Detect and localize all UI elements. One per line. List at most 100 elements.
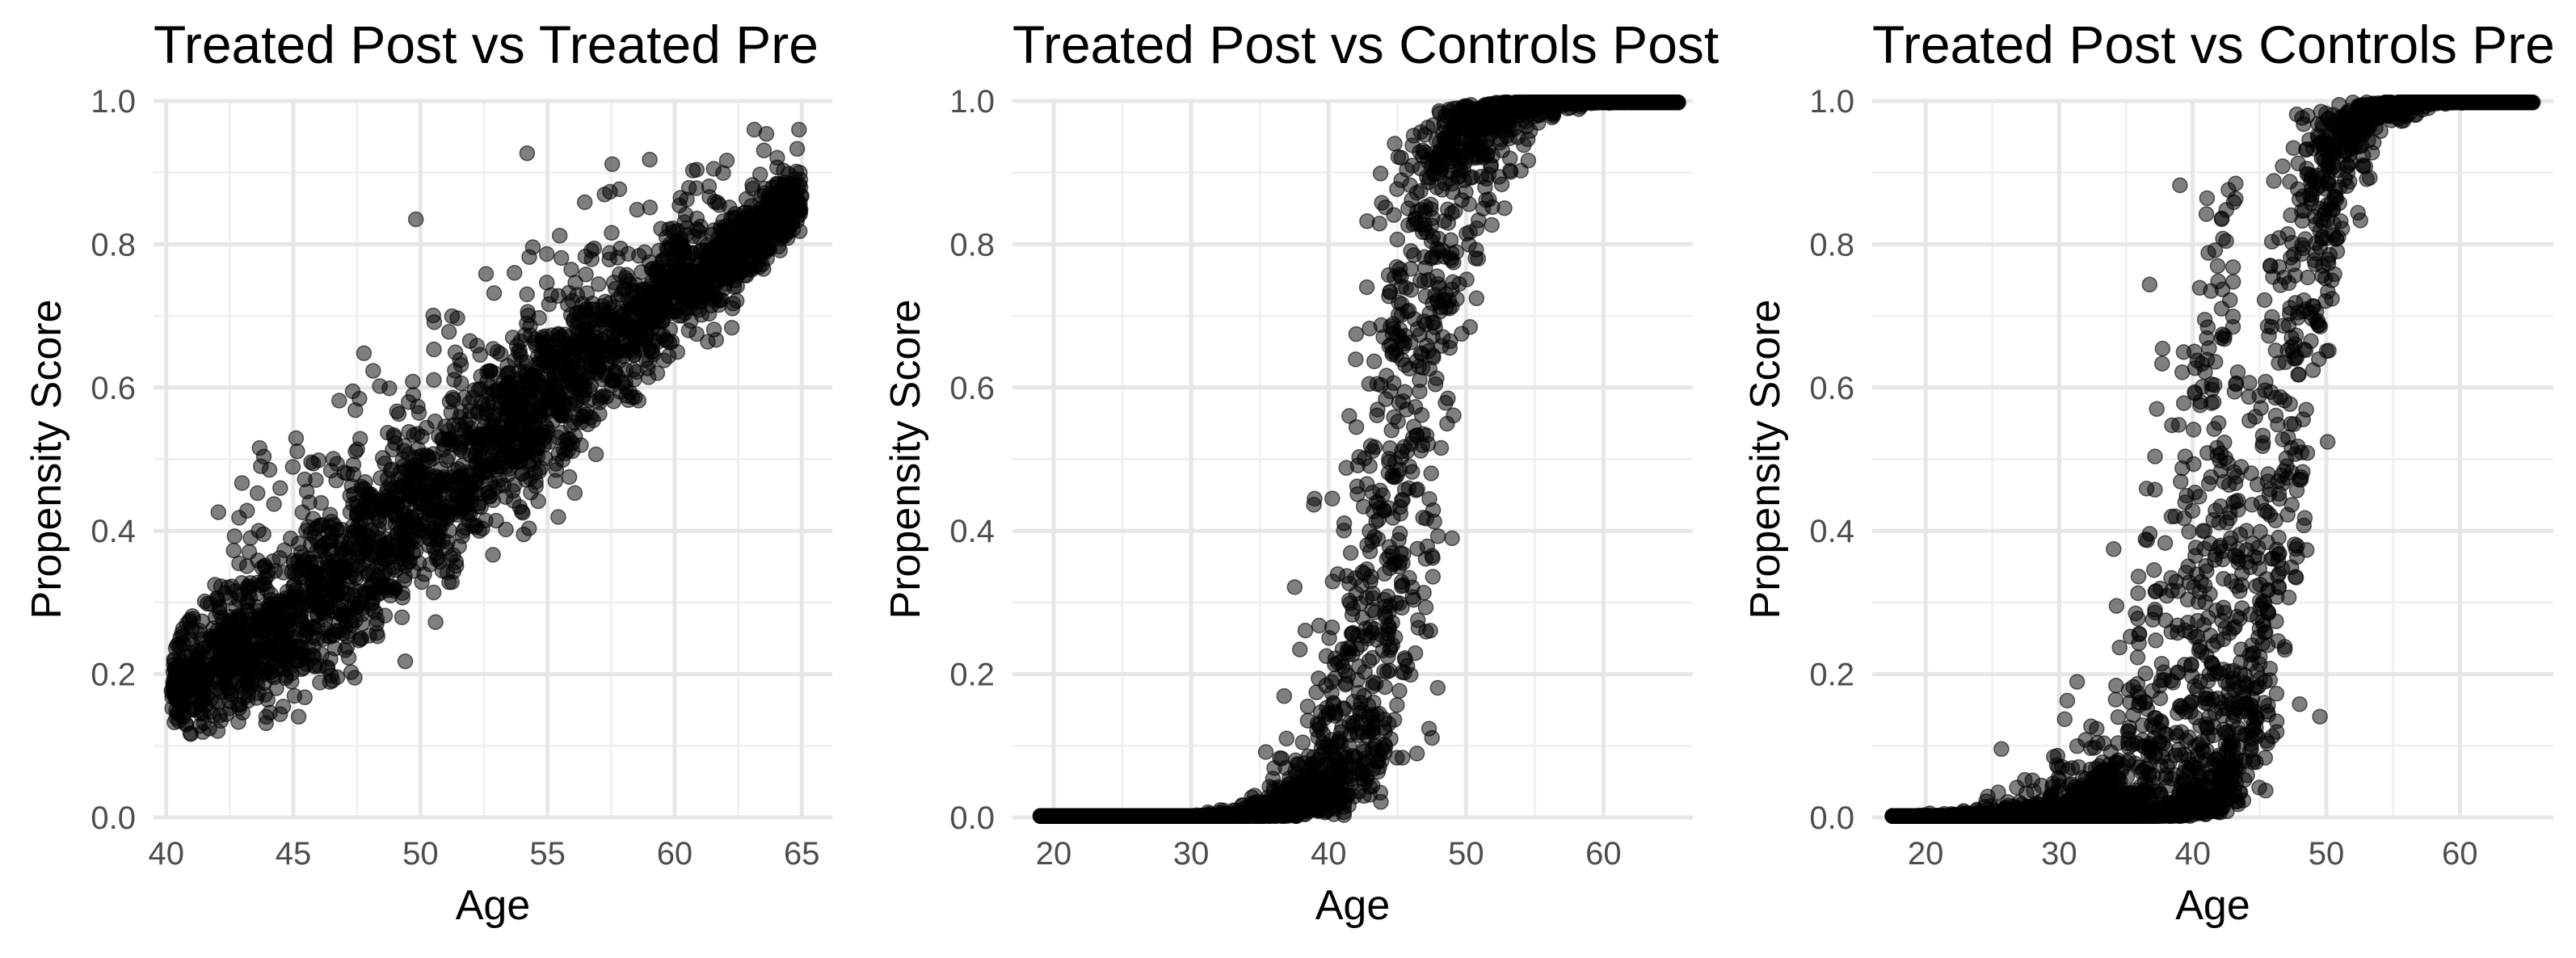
data-point [558,434,573,448]
data-point [447,372,461,387]
data-point [441,450,456,464]
x-tick-label: 65 [784,836,820,872]
data-point [487,286,502,300]
data-point [525,240,540,254]
data-point [513,348,528,363]
data-point [297,690,312,704]
data-point [397,443,411,458]
data-point [523,319,537,334]
data-point [242,544,257,559]
y-tick-label: 0.4 [90,514,136,549]
data-point [544,353,558,368]
data-point [194,704,208,719]
data-point [642,200,657,215]
data-point [402,489,417,503]
data-point [482,363,497,378]
data-point [1362,321,1377,336]
data-point [486,548,500,562]
panel-1-points [164,123,809,742]
data-point [777,197,792,212]
data-point [553,229,567,243]
data-point [241,688,255,703]
data-point [717,240,731,254]
data-point [746,182,760,196]
data-point [259,716,273,730]
data-point [516,422,530,436]
data-point [445,390,460,405]
data-point [564,418,579,433]
data-point [292,709,306,724]
data-point [563,397,578,412]
data-point [380,502,394,516]
data-point [507,477,522,492]
data-point [579,331,593,346]
data-point [483,476,498,490]
data-point [621,274,635,288]
data-point [436,533,450,548]
data-point [358,587,373,602]
data-point [612,306,627,321]
data-point [595,313,609,327]
y-tick-label: 0.2 [90,658,136,693]
data-point [241,579,255,594]
data-point [290,444,305,459]
data-point [218,650,233,665]
data-point [1387,137,1402,151]
data-point [784,184,798,199]
data-point [265,659,280,674]
data-point [1404,244,1418,258]
data-point [652,276,667,291]
data-point [349,496,364,511]
data-point [1259,745,1273,759]
data-point [273,707,288,721]
data-point [563,359,578,373]
data-point [1422,492,1437,506]
data-point [258,560,272,574]
data-point [716,214,730,229]
data-point [516,527,531,542]
data-point [520,146,534,161]
data-point [276,565,291,580]
data-point [793,173,808,187]
data-point [1293,642,1307,657]
data-point [211,724,225,738]
data-point [642,255,657,270]
data-point [1404,262,1418,276]
data-point [1374,195,1389,210]
data-point [1367,354,1382,368]
data-point [490,345,505,359]
data-point [1387,376,1401,390]
data-point [275,624,289,639]
data-point [394,557,408,571]
data-point [739,258,754,272]
x-tick-label: 50 [402,836,439,872]
data-point [592,395,607,410]
data-point [583,363,598,378]
data-point [494,399,508,414]
data-point [301,563,315,578]
data-point [427,586,441,600]
data-point [320,595,335,609]
data-point [1422,721,1437,736]
data-point [567,485,582,500]
data-point [406,374,420,389]
data-point [793,224,807,238]
data-point [672,198,687,212]
data-point [706,287,721,301]
data-point [364,523,379,538]
data-point [242,641,256,656]
data-point [332,393,347,408]
data-point [1360,280,1374,295]
data-point [505,447,520,462]
data-point [356,346,371,360]
data-point [227,529,242,544]
data-point [670,345,684,359]
data-point [604,225,619,240]
data-point [639,328,654,342]
data-point [564,263,579,277]
data-point [756,143,771,158]
data-point [307,649,322,664]
y-tick-label: 0.8 [90,227,136,263]
data-point [692,224,706,238]
